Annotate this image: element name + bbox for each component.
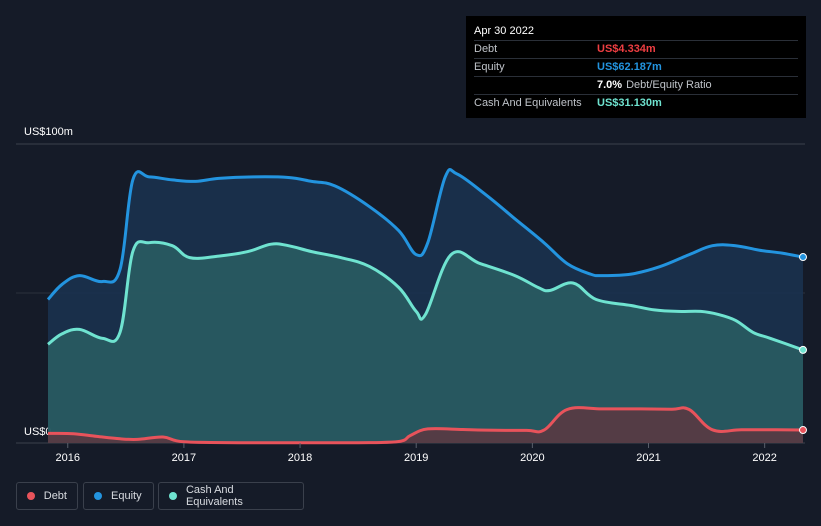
legend-item-equity[interactable]: Equity — [83, 482, 154, 510]
x-tick-label: 2022 — [752, 452, 776, 464]
x-tick-label: 2016 — [56, 452, 80, 464]
tooltip-label: Equity — [474, 61, 505, 73]
legend-label: Cash And Equivalents — [185, 484, 243, 508]
x-tick-label: 2017 — [172, 452, 196, 464]
tooltip-value: US$62.187m — [597, 61, 662, 73]
legend-label: Debt — [43, 490, 67, 502]
tooltip-row-debt: Debt US$4.334m — [474, 40, 798, 58]
debt-area — [48, 407, 803, 443]
x-axis-ticks: 2016 2017 2018 2019 2020 2021 2022 — [56, 443, 777, 464]
tooltip-panel: Apr 30 2022 Debt US$4.334m Equity US$62.… — [466, 16, 806, 118]
tooltip-value: US$31.130m — [597, 97, 662, 109]
tooltip-ratio: 7.0% Debt/Equity Ratio — [597, 77, 712, 94]
debt-endpoint — [799, 426, 807, 435]
tooltip-ratio-value: 7.0% — [597, 79, 623, 91]
legend-label: Equity — [111, 490, 142, 502]
series-lines — [46, 168, 804, 445]
cash-and-equivalents-line — [47, 239, 804, 352]
legend-item-cash[interactable]: Cash And Equivalents — [158, 482, 304, 510]
tooltip-ratio-text: Debt/Equity Ratio — [626, 79, 712, 91]
debt-dot-icon — [27, 492, 35, 500]
x-tick-label: 2020 — [520, 452, 544, 464]
tooltip-label: Cash And Equivalents — [474, 97, 582, 109]
tooltip-label: Debt — [474, 43, 498, 55]
equity-endpoint — [799, 253, 807, 262]
tooltip-row-cash: Cash And Equivalents US$31.130m — [474, 94, 798, 112]
x-tick-label: 2021 — [636, 452, 660, 464]
debt-line — [47, 406, 804, 445]
tooltip-date: Apr 30 2022 — [474, 25, 534, 37]
equity-dot-icon — [94, 492, 102, 500]
legend-item-debt[interactable]: Debt — [16, 482, 78, 510]
series-endpoints — [799, 253, 807, 435]
tooltip-row-ratio: 7.0% Debt/Equity Ratio — [474, 76, 798, 94]
tooltip-value: US$4.334m — [597, 43, 656, 55]
series-areas — [48, 169, 803, 444]
y-axis-top-label: US$100m — [24, 126, 73, 138]
cash-dot-icon — [169, 492, 177, 500]
tooltip-row-equity: Equity US$62.187m — [474, 58, 798, 76]
equity-line — [46, 168, 804, 301]
y-axis-bottom-label: US$0 — [24, 426, 52, 438]
tooltip-label — [474, 77, 597, 94]
cash-and-equivalents-area — [48, 241, 803, 443]
x-tick-label: 2018 — [288, 452, 312, 464]
x-tick-label: 2019 — [404, 452, 428, 464]
cash-and-equivalents-endpoint — [799, 345, 807, 354]
